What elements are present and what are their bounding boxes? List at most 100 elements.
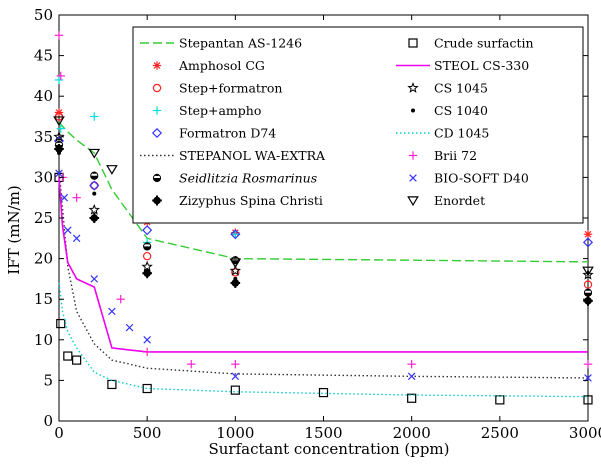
legend-label: BIO-SOFT D40	[434, 171, 529, 186]
data-point	[582, 268, 594, 280]
data-point	[72, 234, 81, 243]
data-point	[583, 395, 593, 405]
y-tick-label: 45	[34, 47, 53, 65]
series-brii-72	[54, 31, 593, 369]
data-point	[407, 359, 416, 369]
x-tick-label: 2500	[481, 424, 519, 442]
legend-swatch	[408, 38, 418, 48]
legend-item-zizyphus-spina-christi: Zizyphus Spina Christi	[152, 193, 323, 208]
data-point	[89, 180, 100, 191]
data-point	[230, 277, 241, 288]
data-point	[92, 191, 97, 196]
data-point	[72, 355, 82, 365]
series-stepantan-as-1246	[58, 121, 589, 263]
data-point	[106, 165, 118, 175]
data-point	[63, 351, 73, 361]
y-tick-label: 15	[34, 290, 53, 308]
legend-label: CS 1040	[434, 103, 488, 118]
legend-item-seidlitzia-rosmarinus: Seidlitzia Rosmarinus	[152, 171, 317, 186]
legend-box	[132, 26, 584, 224]
data-point	[230, 229, 241, 240]
data-point	[88, 148, 101, 159]
data-point	[582, 266, 594, 277]
data-point	[229, 258, 242, 269]
data-point	[145, 268, 150, 273]
data-point	[583, 280, 593, 289]
data-point	[231, 372, 240, 381]
data-point	[53, 116, 65, 127]
legend-label: Step+ampho	[179, 103, 261, 118]
data-point	[583, 230, 593, 239]
data-point	[53, 130, 65, 142]
legend-swatch	[151, 127, 163, 139]
data-point	[125, 323, 134, 332]
legend-swatch	[407, 196, 419, 207]
legend-label: Stepantan AS-1246	[179, 36, 302, 51]
data-point	[142, 383, 152, 394]
legend-swatch	[152, 106, 162, 115]
data-point	[108, 307, 116, 316]
legend-item-brii-72: Brii 72	[408, 148, 477, 163]
legend-label: Formatron D74	[179, 126, 276, 141]
legend-item-step-formatron: Step+formatron	[152, 81, 282, 96]
series-cs-1040	[57, 151, 590, 302]
legend-item-stepanol-wa-extra: STEPANOL WA-EXTRA	[140, 148, 326, 163]
series-layer	[53, 31, 594, 405]
data-point	[231, 359, 240, 369]
series-enordet	[53, 116, 594, 277]
legend-swatch	[152, 195, 162, 206]
legend-label: STEPANOL WA-EXTRA	[179, 148, 326, 163]
data-point	[187, 359, 196, 369]
data-point	[583, 359, 593, 369]
data-point	[57, 151, 61, 156]
series-line	[58, 121, 589, 263]
data-point	[54, 31, 64, 40]
legend-item-stepantan-as-1246: Stepantan AS-1246	[140, 36, 302, 51]
legend-item-enordet: Enordet	[407, 193, 485, 208]
data-point	[231, 268, 240, 277]
legend-label: Amphosol CG	[178, 58, 265, 73]
series-cd-1045	[58, 282, 589, 398]
x-tick-label: 500	[133, 424, 162, 442]
data-point	[90, 275, 99, 283]
data-point	[90, 112, 99, 121]
data-point	[230, 385, 240, 395]
legend-item-cd-1045: CD 1045	[396, 126, 489, 141]
legend-label: Brii 72	[434, 148, 477, 163]
data-point	[143, 241, 152, 251]
y-tick-label: 10	[34, 331, 53, 349]
data-point	[142, 347, 152, 357]
data-point	[55, 169, 63, 178]
data-point	[229, 264, 242, 276]
data-point	[54, 75, 64, 85]
legend-swatch	[407, 82, 419, 93]
legend-label: Crude surfactin	[434, 36, 534, 51]
data-point	[116, 295, 125, 304]
y-tick-label: 50	[34, 6, 53, 24]
data-point	[54, 143, 64, 154]
data-point	[407, 372, 416, 381]
data-point	[495, 395, 505, 405]
data-point	[72, 193, 81, 202]
series-cs-1045	[53, 130, 594, 280]
series-zizyphus-spina-christi	[54, 143, 593, 306]
x-tick-label: 1500	[304, 424, 342, 442]
data-point	[56, 71, 65, 81]
data-point	[141, 260, 153, 272]
legend-swatch	[152, 61, 162, 70]
y-tick-label: 25	[34, 209, 53, 227]
y-tick-label: 40	[34, 87, 53, 105]
series-steol-cs-330	[58, 177, 588, 353]
y-tick-label: 35	[34, 128, 53, 146]
legend-swatch	[408, 151, 418, 160]
data-point	[143, 336, 151, 344]
x-tick-label: 2000	[393, 424, 431, 442]
x-tick-label: 0	[54, 424, 64, 442]
legend-swatch	[411, 108, 415, 113]
data-point	[89, 213, 100, 223]
series-bio-soft-d40	[55, 169, 592, 382]
data-point	[231, 230, 240, 239]
legend-label: Enordet	[434, 193, 485, 208]
